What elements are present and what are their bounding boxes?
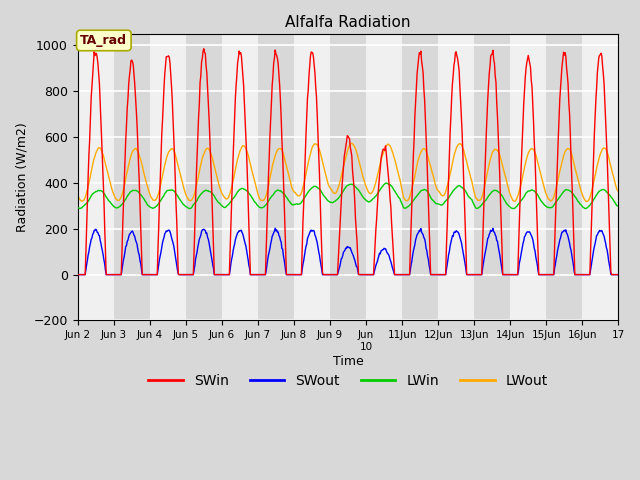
Bar [150, 34, 186, 321]
Bar [438, 34, 474, 321]
Legend: SWin, SWout, LWin, LWout: SWin, SWout, LWin, LWout [143, 369, 554, 394]
Text: TA_rad: TA_rad [81, 34, 127, 47]
Bar [582, 34, 618, 321]
Bar [294, 34, 330, 321]
Bar [510, 34, 547, 321]
Bar [366, 34, 402, 321]
X-axis label: Time: Time [333, 355, 364, 368]
Y-axis label: Radiation (W/m2): Radiation (W/m2) [15, 122, 28, 232]
Bar [222, 34, 258, 321]
Title: Alfalfa Radiation: Alfalfa Radiation [285, 15, 411, 30]
Bar [77, 34, 114, 321]
